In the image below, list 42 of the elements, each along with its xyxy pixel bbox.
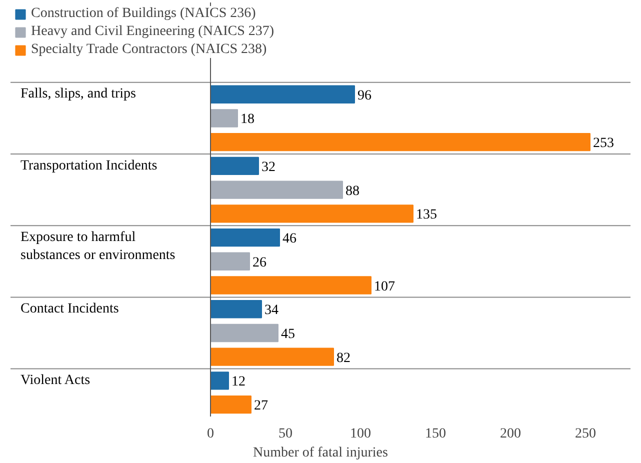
bar	[210, 252, 250, 270]
bar	[210, 109, 238, 128]
data-label: 45	[281, 326, 295, 342]
y-tick-label: Contact Incidents	[20, 301, 119, 316]
bar	[210, 180, 343, 199]
data-label: 27	[254, 398, 268, 414]
x-tick-label: 0	[207, 426, 214, 442]
bar	[210, 85, 355, 104]
bar	[210, 372, 229, 390]
x-tick-label: 250	[575, 426, 596, 442]
data-label: 46	[282, 232, 296, 247]
y-tick-label: Falls, slips, and trips	[20, 86, 136, 102]
data-label: 12	[232, 374, 246, 390]
data-label: 18	[240, 112, 254, 128]
bar	[210, 228, 280, 247]
data-label: 96	[358, 88, 372, 104]
data-label: 32	[262, 160, 276, 175]
y-tick-label: Exposure to harmful substances or environments	[20, 230, 176, 263]
bar	[210, 276, 372, 294]
data-label: 26	[252, 255, 266, 270]
data-label: 82	[336, 350, 350, 366]
data-label: 253	[593, 136, 614, 152]
bar	[210, 133, 590, 152]
bar	[210, 204, 414, 223]
data-label: 135	[416, 208, 437, 223]
x-axis-title: Number of fatal injuries	[253, 446, 388, 460]
data-label: 34	[264, 303, 278, 318]
x-tick-label: 100	[350, 426, 371, 442]
bar	[210, 324, 278, 342]
x-tick-label: 200	[500, 426, 521, 442]
bar	[210, 156, 259, 176]
legend-label: Heavy and Civil Engineering (NAICS 237)	[31, 24, 274, 40]
x-tick-label: 150	[425, 426, 446, 442]
y-tick-label: Violent Acts	[20, 373, 90, 388]
legend-label: Specialty Trade Contractors (NAICS 238)	[31, 42, 267, 58]
legend-label: Construction of Buildings (NAICS 236)	[31, 6, 256, 22]
data-label: 88	[346, 184, 360, 199]
bar	[210, 300, 262, 318]
bar	[210, 348, 334, 366]
data-label: 107	[374, 279, 395, 294]
x-tick-label: 50	[278, 426, 292, 442]
y-tick-label: Transportation Incidents	[20, 158, 158, 174]
